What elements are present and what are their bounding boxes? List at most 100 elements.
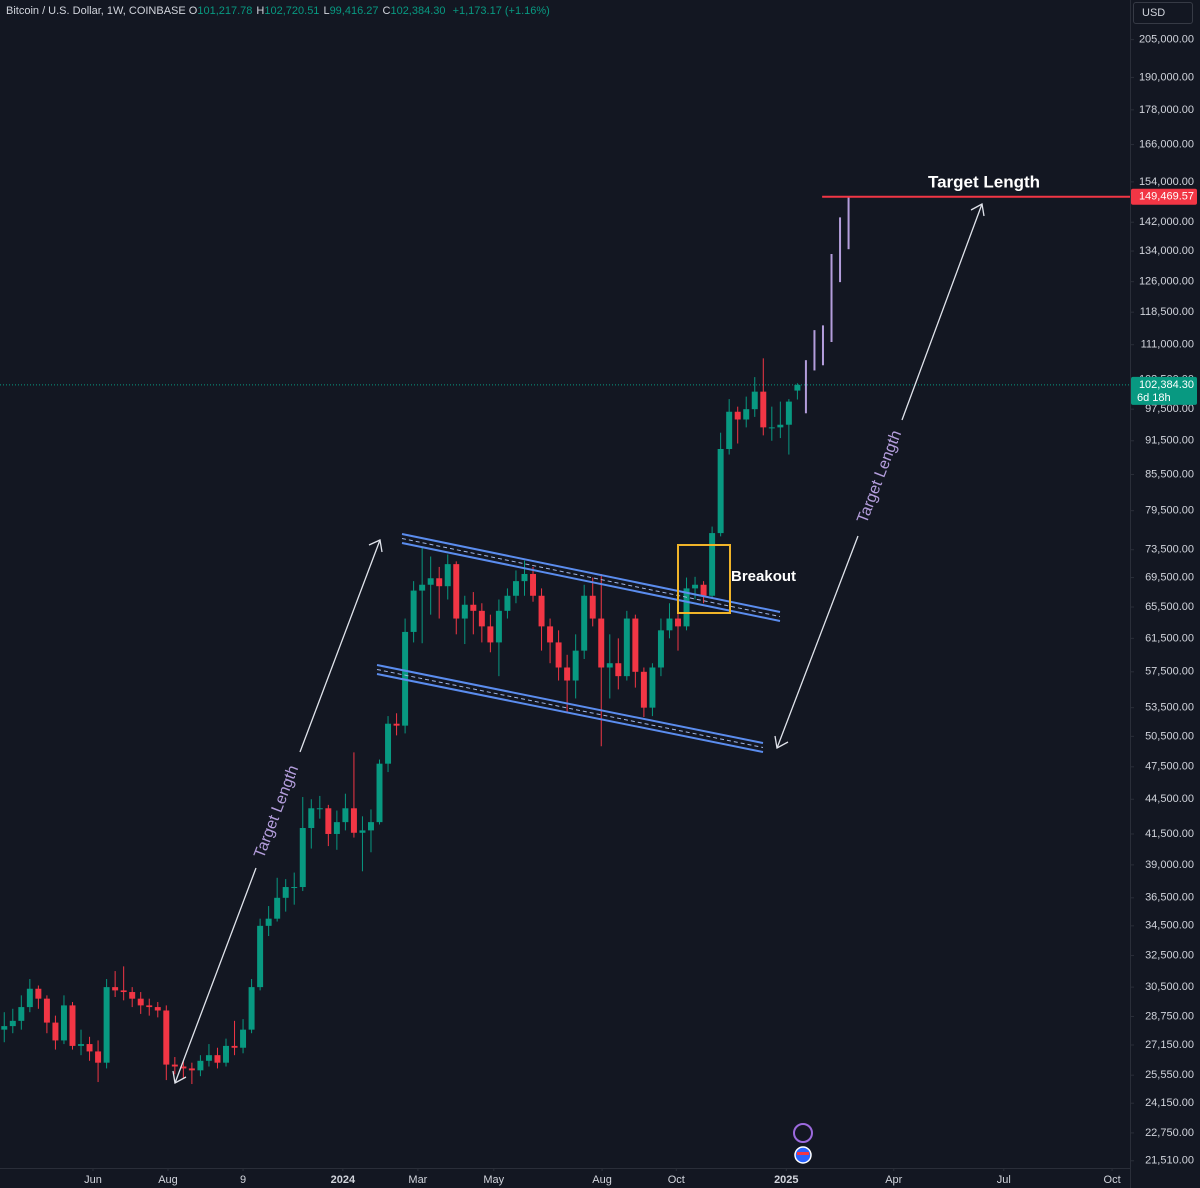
x-tick-label: Aug [158, 1174, 178, 1186]
arrow-head [172, 1070, 187, 1085]
icons [793, 1123, 813, 1164]
y-tick-label: 25,550.00 [1145, 1069, 1194, 1081]
candle-body [291, 887, 298, 889]
y-tick-label: 47,500.00 [1145, 761, 1194, 773]
candle-body [1, 1026, 8, 1030]
candle-body [700, 584, 707, 596]
x-tick-label: Mar [408, 1174, 427, 1186]
channel-line [376, 673, 764, 753]
candle-body [26, 988, 33, 1008]
candle-body [461, 604, 468, 619]
candle-body [572, 650, 579, 681]
candle-body [598, 618, 605, 668]
y-tick-label: 65,500.00 [1145, 601, 1194, 613]
candle-body [504, 595, 511, 611]
candle-body [265, 918, 272, 926]
arrow-head [774, 735, 789, 750]
y-tick-label: 134,000.00 [1139, 245, 1194, 257]
x-tick-label: Oct [668, 1174, 685, 1186]
candle-body [487, 626, 494, 643]
channel-line [376, 664, 764, 744]
y-tick-label: 30,500.00 [1145, 981, 1194, 993]
arrow-line [901, 203, 983, 421]
candle-body [43, 998, 50, 1023]
candle-body [760, 391, 767, 428]
candle-body [180, 1066, 187, 1069]
candle-body [632, 618, 639, 672]
ohlc-key: O [188, 5, 198, 17]
candle-body [240, 1029, 247, 1048]
ohlc-key: C [382, 5, 391, 17]
candle-body [282, 887, 289, 898]
x-tick-label: Aug [592, 1174, 612, 1186]
candle-body [683, 588, 690, 627]
y-tick-label: 53,500.00 [1145, 702, 1194, 714]
arrows [172, 202, 985, 1085]
symbol-title: Bitcoin / U.S. Dollar, 1W, COINBASE [6, 5, 186, 17]
candle-body [316, 808, 323, 810]
candle-body [350, 808, 357, 833]
y-tick-label: 61,500.00 [1145, 632, 1194, 644]
candle-body [777, 424, 784, 428]
candle-body [657, 630, 664, 668]
candle-body [419, 584, 426, 591]
ohlc-key: L [323, 5, 330, 17]
y-tick-label: 50,500.00 [1145, 730, 1194, 742]
candle-body [248, 987, 255, 1030]
x-tick-label: Oct [1104, 1174, 1121, 1186]
y-tick-label: 118,500.00 [1140, 306, 1194, 318]
y-tick-label: 111,000.00 [1141, 339, 1194, 351]
icon [793, 1123, 813, 1143]
y-tick-label: 44,500.00 [1145, 793, 1194, 805]
candle-body [555, 642, 562, 668]
candle-body [768, 427, 775, 429]
y-tick-label: 190,000.00 [1139, 71, 1194, 83]
candle-body [223, 1045, 229, 1063]
annotation: Breakout [731, 568, 796, 585]
candle-body [530, 573, 537, 596]
arrow-head [970, 202, 985, 217]
currency-button[interactable]: USD [1133, 2, 1193, 24]
series [0, 196, 1130, 1085]
y-tick-label: 91,500.00 [1145, 435, 1194, 447]
candle-body [606, 663, 613, 668]
y-tick-label: 79,500.00 [1145, 505, 1194, 517]
annotation: Target Length [928, 172, 1040, 191]
y-tick-label: 142,000.00 [1139, 216, 1194, 228]
ohlc-value: 102,384.30 [390, 5, 446, 17]
candle-body [154, 1007, 161, 1011]
candle-body [521, 573, 528, 582]
candle-body [325, 808, 332, 834]
candle-body [615, 663, 622, 677]
candle-body [103, 987, 110, 1063]
candle-body [640, 671, 647, 708]
candle-body [743, 409, 750, 420]
channel [376, 533, 781, 753]
candle-body [69, 1005, 76, 1046]
candle-body [137, 998, 144, 1006]
y-tick-label: 21,510.00 [1145, 1155, 1194, 1167]
ohlc-value: 102,720.51 [264, 5, 320, 17]
candle-body [274, 897, 281, 919]
arrow-line [174, 867, 257, 1084]
candle-body [444, 564, 451, 587]
candle-body [675, 618, 681, 627]
candle-body [717, 448, 724, 534]
candle-body [709, 533, 716, 596]
x-tick-label: Jul [997, 1174, 1011, 1186]
candle-body [299, 828, 306, 888]
candle-body [666, 618, 673, 631]
candle-body [734, 411, 741, 420]
candle-body [86, 1044, 93, 1052]
candle-body [589, 595, 596, 619]
candle-body [214, 1055, 221, 1063]
y-tick-label: 34,500.00 [1145, 920, 1194, 932]
y-tick-label: 32,500.00 [1145, 949, 1194, 961]
candle-body [231, 1045, 238, 1048]
y-tick-label: 39,000.00 [1145, 859, 1194, 871]
channel-line [401, 542, 781, 622]
arrow-line [776, 535, 859, 749]
y-tick-label: 22,750.00 [1145, 1127, 1194, 1139]
